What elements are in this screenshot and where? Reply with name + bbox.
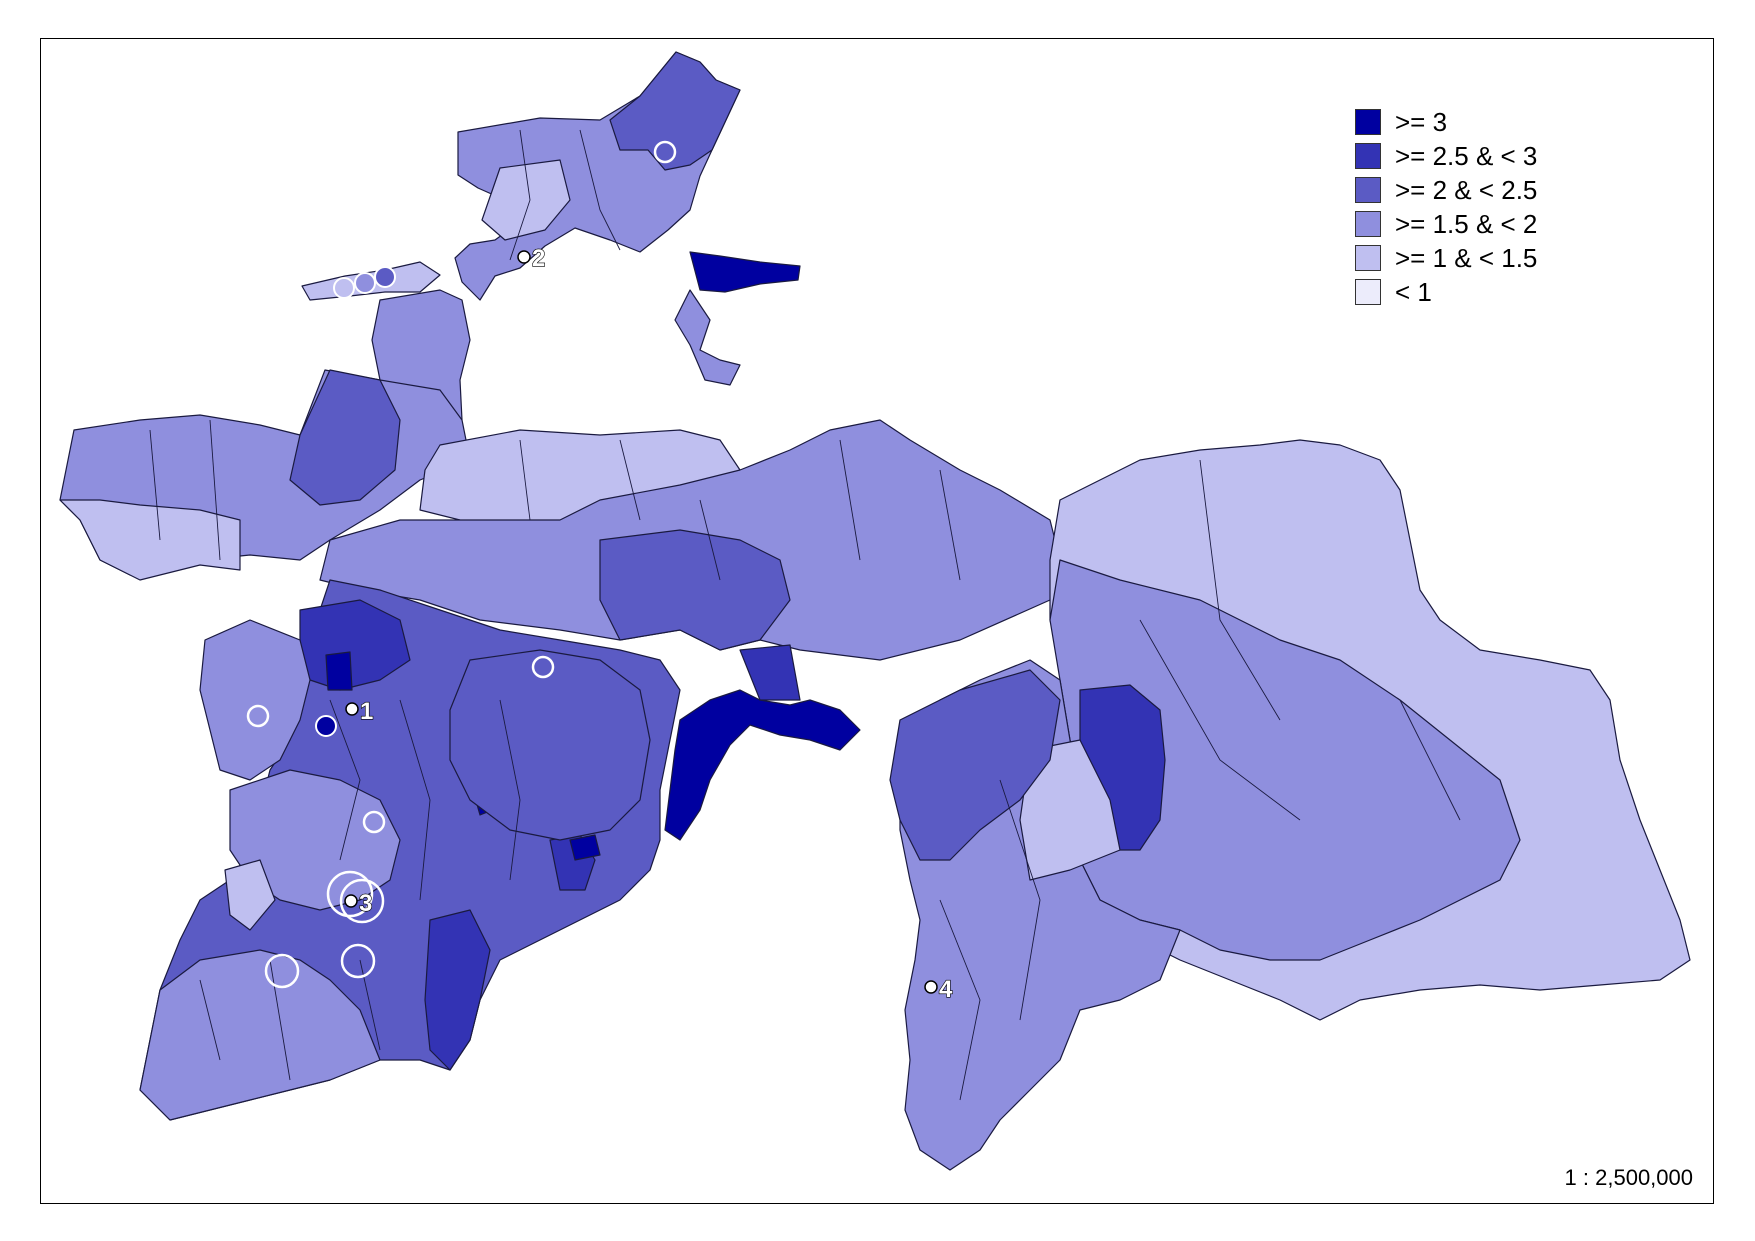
legend-label: >= 1 & < 1.5 (1395, 242, 1538, 273)
scale-label: 1 : 2,500,000 (1564, 1165, 1693, 1190)
legend-swatch (1355, 211, 1381, 237)
region-central-mid-2 (449, 649, 651, 841)
marker-label-2: 2 (532, 245, 545, 272)
marker-dot-4 (924, 980, 938, 994)
legend-label: >= 1.5 & < 2 (1395, 208, 1538, 239)
legend-item: >= 2.5 & < 3 (1355, 139, 1537, 173)
region-west-mid (199, 619, 311, 781)
district-boundaries (149, 129, 1461, 1101)
legend-label: < 1 (1395, 276, 1432, 307)
symbol-circle (339, 878, 385, 924)
legend-item: >= 3 (1355, 105, 1537, 139)
marker-label-1: 1 (360, 698, 373, 725)
region-khatlon-dark (424, 909, 491, 1071)
region-central-mid (599, 529, 791, 651)
region-rasht-mid (739, 644, 801, 701)
marker-dot-2 (517, 250, 531, 264)
legend-label: >= 2 & < 2.5 (1395, 174, 1538, 205)
legend-swatch (1355, 143, 1381, 169)
region-east-light-patch (1019, 739, 1121, 881)
symbol-circle (246, 704, 270, 728)
legend-item: >= 1 & < 1.5 (1355, 241, 1537, 275)
marker-dot-1 (345, 702, 359, 716)
region-far-sw-light (224, 859, 276, 931)
symbol-circle (326, 870, 374, 918)
region-rasht-dark (664, 689, 861, 841)
symbol-circle (531, 655, 555, 679)
region-north-dark (689, 251, 801, 293)
legend-swatch (1355, 109, 1381, 135)
legend-item: >= 2 & < 2.5 (1355, 173, 1537, 207)
region-south-dark-c (569, 834, 601, 861)
region-west-light (59, 499, 241, 581)
symbol-circle (653, 140, 677, 164)
region-north-east (609, 51, 741, 171)
legend-swatch (1355, 245, 1381, 271)
point-markers: 1 2 3 4 (344, 244, 954, 1004)
symbol-circle-filled (374, 266, 396, 288)
region-west-dark (289, 369, 401, 506)
symbol-circle-filled (354, 272, 376, 294)
legend: >= 3 >= 2.5 & < 3 >= 2 & < 2.5 >= 1.5 & … (1355, 105, 1537, 309)
symbol-circle (362, 810, 386, 834)
map-frame (40, 38, 1714, 1204)
legend-label: >= 2.5 & < 3 (1395, 140, 1538, 171)
circle-symbols (246, 140, 677, 989)
marker-label-4: 4 (939, 976, 953, 1003)
region-khatlon-light (139, 949, 381, 1121)
symbol-circle (264, 953, 300, 989)
region-east-mid (889, 669, 1061, 861)
marker-dot-3 (344, 894, 358, 908)
marker-label-3: 3 (359, 890, 372, 917)
legend-item: < 1 (1355, 275, 1537, 309)
legend-item: >= 1.5 & < 2 (1355, 207, 1537, 241)
symbol-circle (340, 943, 376, 979)
symbol-circle-filled (333, 277, 355, 299)
region-north-south-tip (674, 289, 741, 386)
region-north-light (481, 159, 571, 241)
legend-swatch (1355, 177, 1381, 203)
filled-circle-symbols (315, 266, 396, 737)
legend-swatch (1355, 279, 1381, 305)
region-west-dark-3 (325, 651, 353, 691)
symbol-circle-filled (315, 715, 337, 737)
legend-label: >= 3 (1395, 106, 1448, 137)
